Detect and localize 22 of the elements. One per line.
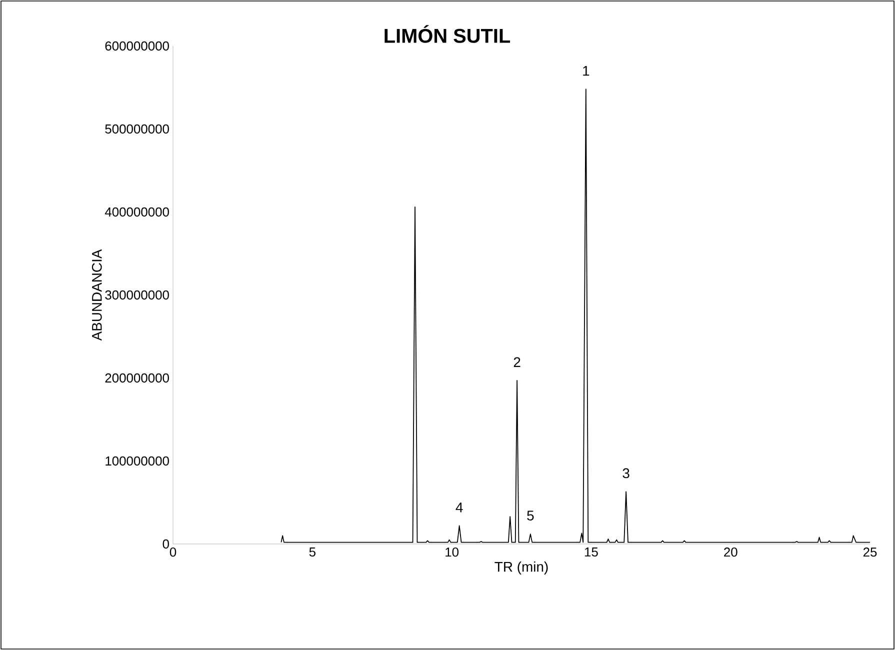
y-tick-label: 100000000 <box>106 456 169 466</box>
x-tick-label: 15 <box>584 548 598 557</box>
x-tick-label: 20 <box>724 548 738 557</box>
y-tick-label: 0 <box>162 539 169 549</box>
x-tick-label: 10 <box>446 548 459 557</box>
y-tick-label: 400000000 <box>104 207 169 217</box>
annotation: 4 <box>456 502 463 512</box>
y-axis-title: ABUNDANCIA <box>92 249 102 341</box>
y-tick-label: 200000000 <box>105 373 169 383</box>
y-tick-label: 500000000 <box>105 124 169 134</box>
x-tick-label: 0 <box>170 548 176 557</box>
y-tick-label: 600000000 <box>105 41 169 51</box>
annotation: 2 <box>514 357 520 367</box>
line-series <box>280 88 870 543</box>
x-axis-title: TR (min) <box>494 562 548 575</box>
x-tick-label: 5 <box>309 548 316 557</box>
chart-title: LIMÓN SUTIL <box>384 25 510 43</box>
y-tick-label: 300000000 <box>105 290 169 300</box>
annotation: 1 <box>583 66 590 76</box>
x-tick-label: 25 <box>863 548 877 557</box>
annotation: 3 <box>622 468 630 478</box>
annotation: 5 <box>527 510 534 521</box>
